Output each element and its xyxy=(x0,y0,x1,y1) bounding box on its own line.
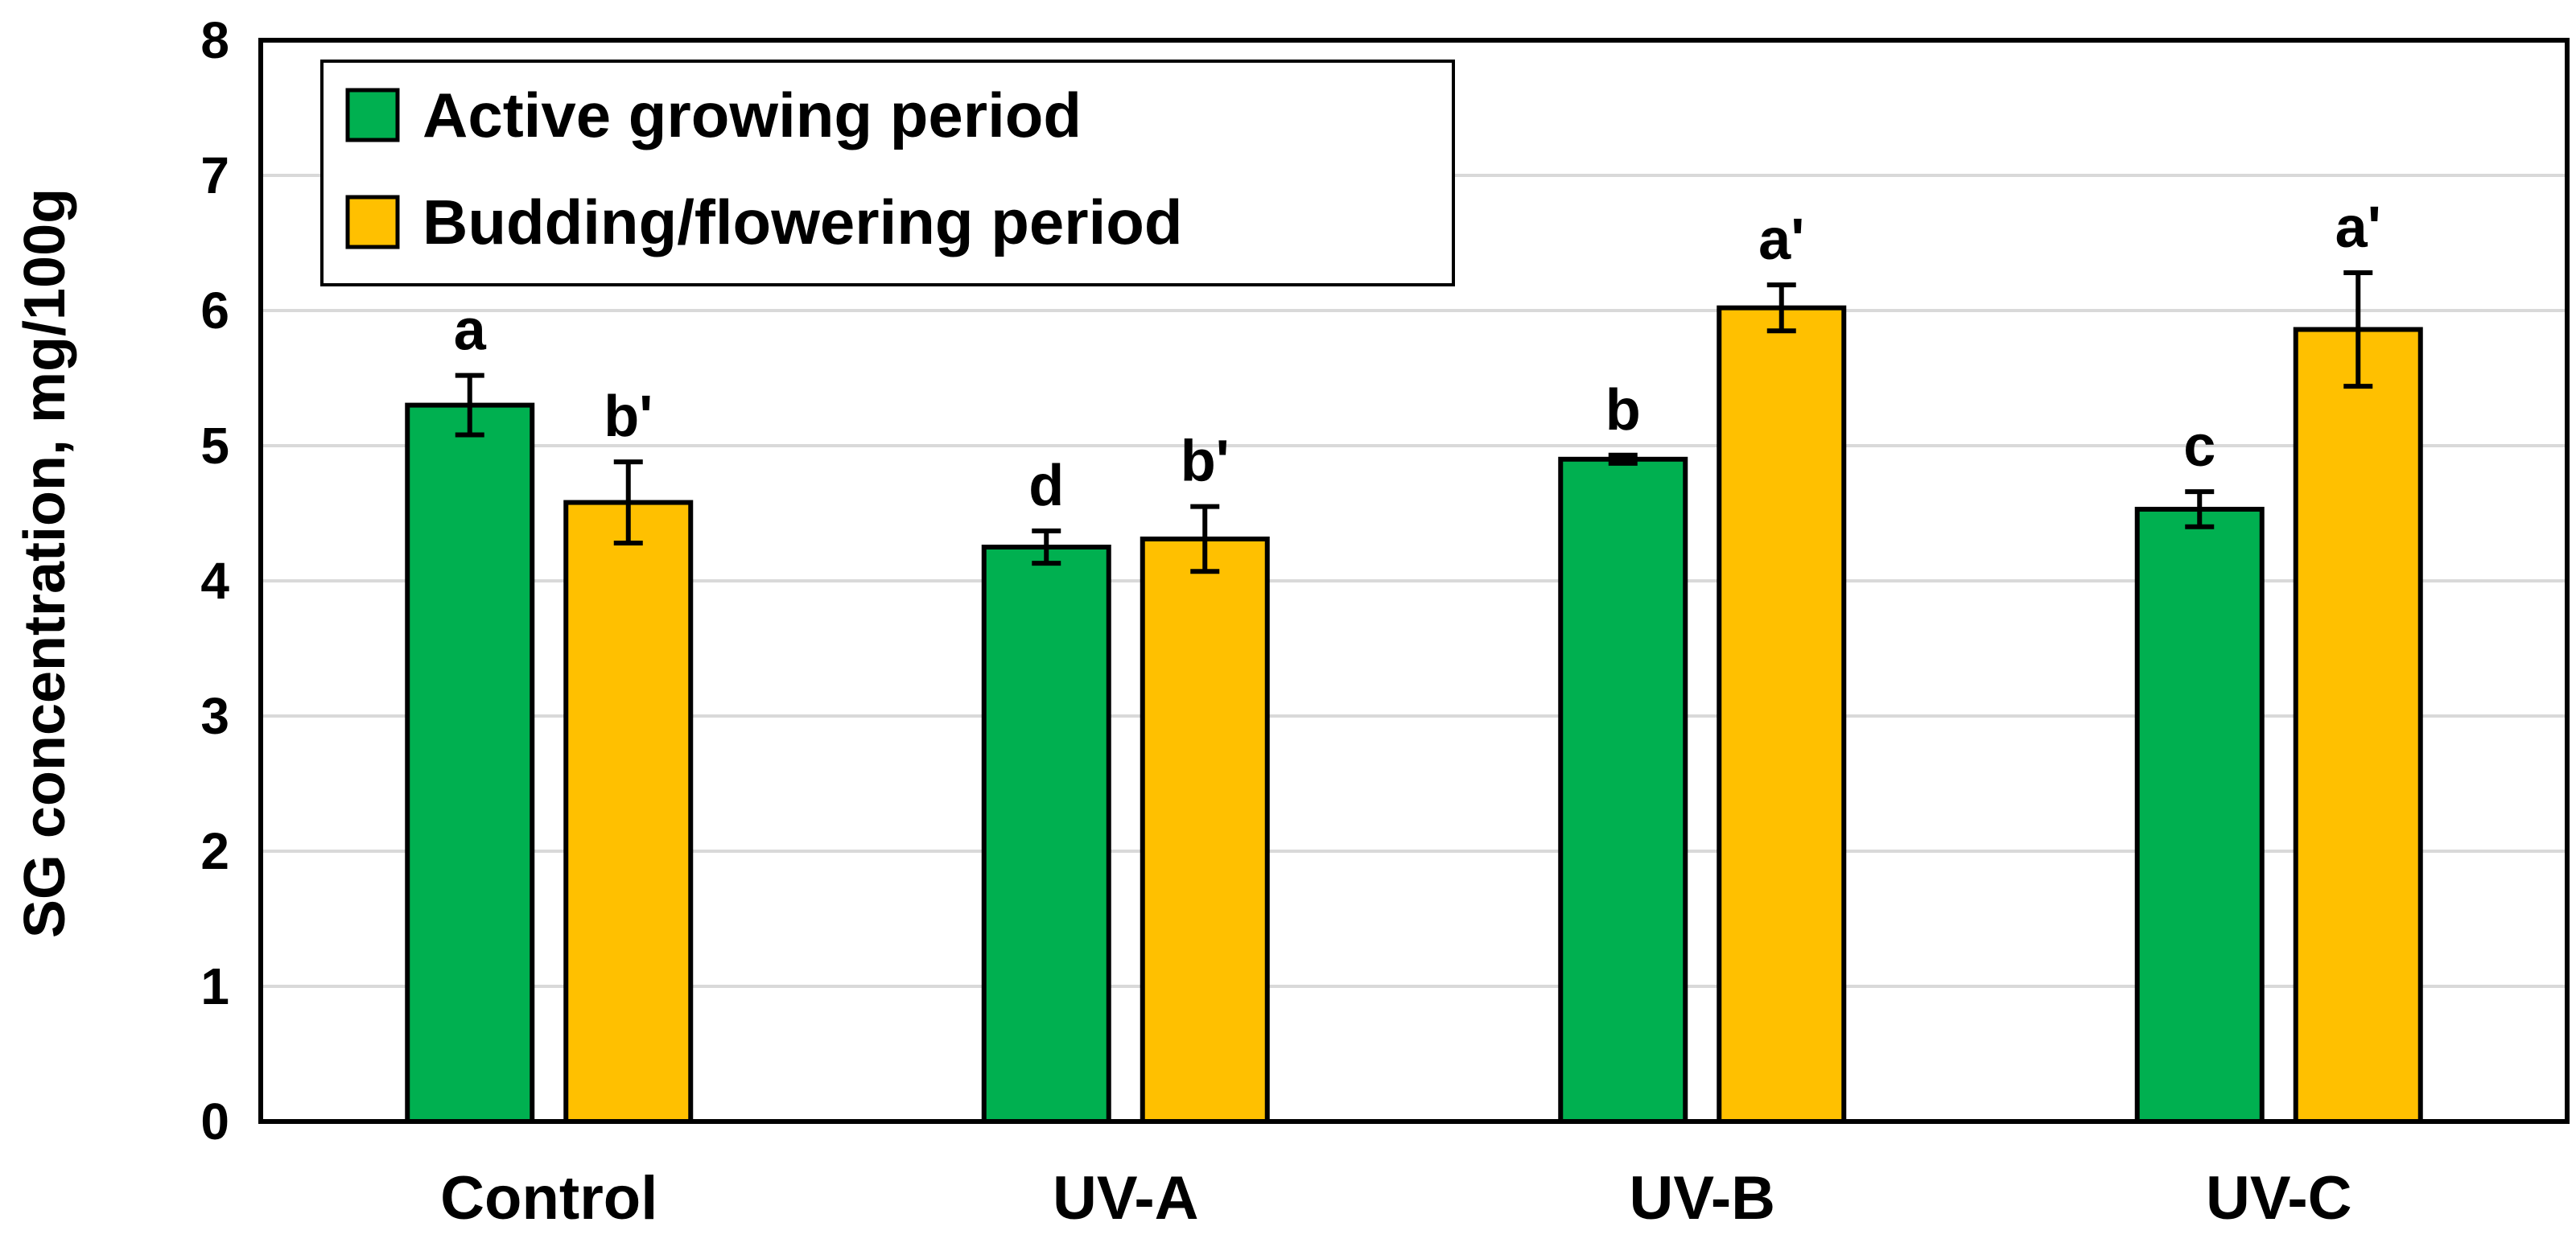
plot-border xyxy=(258,38,2570,1124)
y-tick-label: 5 xyxy=(200,417,229,475)
significance-letter: b' xyxy=(604,385,653,449)
significance-letter: c xyxy=(2183,414,2215,479)
bar xyxy=(2134,506,2265,1124)
x-tick-label: UV-C xyxy=(2206,1164,2352,1233)
y-tick-label: 6 xyxy=(200,282,229,340)
axes xyxy=(258,38,2570,1124)
significance-letter: a' xyxy=(1758,208,1804,272)
bar xyxy=(1558,456,1688,1124)
legend-swatch xyxy=(345,88,400,142)
bars xyxy=(405,305,2423,1125)
y-tick-label: 2 xyxy=(200,822,229,880)
legend-box xyxy=(320,60,1455,286)
y-tick-label: 4 xyxy=(200,552,229,610)
significance-letter: a xyxy=(454,298,487,363)
significance-letter: b' xyxy=(1181,430,1230,494)
y-tick-label: 8 xyxy=(200,11,229,69)
legend: Active growing period Budding/flowering p… xyxy=(320,60,1455,286)
x-tick-label: Control xyxy=(440,1164,657,1233)
significance-letters: a b' d b' b a' c a' xyxy=(454,195,2381,518)
legend-label: Budding/flowering period xyxy=(422,187,1183,257)
y-axis-label: SG concentration, mg/100g xyxy=(13,188,77,938)
legend-label: Active growing period xyxy=(422,80,1082,150)
bar xyxy=(2293,327,2423,1124)
bar xyxy=(1140,536,1270,1124)
bar xyxy=(405,402,535,1125)
y-tick-label: 7 xyxy=(200,146,229,204)
bar xyxy=(981,545,1111,1124)
significance-letter: a' xyxy=(2335,195,2381,260)
x-tick-label: UV-A xyxy=(1053,1164,1199,1233)
error-bars xyxy=(455,270,2373,574)
x-tick-label: UV-B xyxy=(1629,1164,1775,1233)
y-tick-label: 0 xyxy=(200,1093,229,1150)
y-tick-label: 1 xyxy=(200,957,229,1015)
y-tick-label: 3 xyxy=(200,687,229,745)
significance-letter: d xyxy=(1028,454,1064,518)
legend-swatch xyxy=(345,195,400,249)
significance-letter: b xyxy=(1605,378,1641,442)
tick-labels: 0 1 2 3 4 5 6 7 8 Control UV-A UV-B UV-C xyxy=(200,11,2351,1233)
bar xyxy=(563,500,694,1124)
bar xyxy=(1717,305,1847,1124)
